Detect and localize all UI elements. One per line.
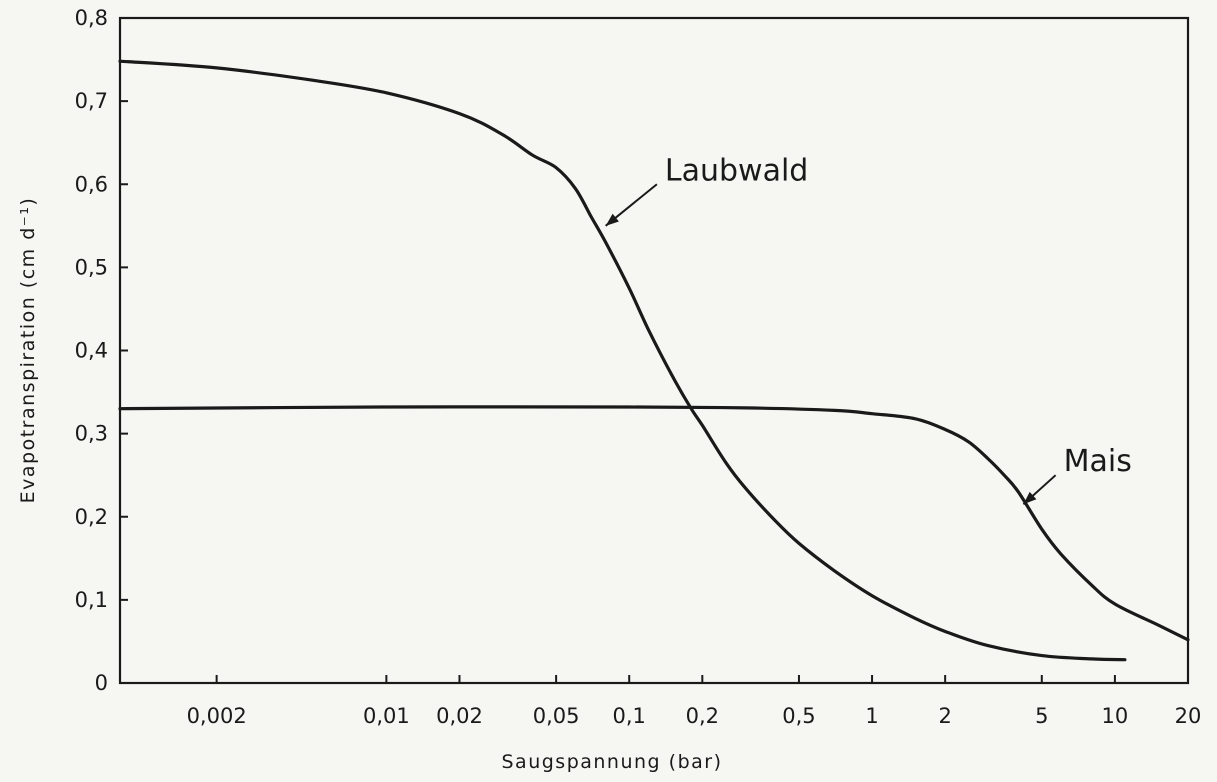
- x-tick-label: 0,01: [363, 704, 410, 728]
- y-tick-label: 0,2: [75, 505, 108, 529]
- y-tick-label: 0: [95, 671, 108, 695]
- x-tick-label: 0,05: [533, 704, 580, 728]
- series-curves: [118, 59, 1190, 662]
- x-tick-label: 0,02: [436, 704, 483, 728]
- series-label-laubwald: Laubwald: [665, 153, 808, 188]
- x-axis-title: Saugspannung (bar): [501, 751, 722, 773]
- series-line-laubwald: [118, 59, 1127, 662]
- x-axis-ticks: 0,002 0,01 0,02 0,05 0,1 0,2 0,5 1 2 5 10 20: [119, 675, 1202, 728]
- x-tick-label: 0,002: [187, 704, 247, 728]
- x-tick-label: 0,2: [686, 704, 719, 728]
- x-tick-label: 20: [1175, 704, 1202, 728]
- plot-frame: [118, 16, 1190, 685]
- series-labels: Laubwald Mais: [605, 153, 1132, 506]
- x-tick-label: 0,5: [782, 704, 815, 728]
- x-tick-label: 1: [865, 704, 878, 728]
- x-tick-label: 0,1: [613, 704, 646, 728]
- y-tick-label: 0,1: [75, 588, 108, 612]
- x-tick-label: 2: [938, 704, 951, 728]
- y-tick-label: 0,5: [75, 255, 108, 279]
- label-arrowhead-mais: [1023, 491, 1037, 505]
- series-label-mais: Mais: [1064, 444, 1132, 479]
- y-axis-ticks: 0 0,1 0,2 0,3 0,4 0,5 0,6 0,7 0,8: [75, 6, 128, 695]
- y-tick-label: 0,8: [75, 6, 108, 30]
- y-axis-title: Evapotranspiration (cm d⁻¹): [17, 197, 39, 504]
- label-arrowhead-laubwald: [605, 213, 619, 226]
- x-tick-label: 5: [1035, 704, 1048, 728]
- y-tick-label: 0,6: [75, 172, 108, 196]
- y-tick-label: 0,7: [75, 89, 108, 113]
- x-tick-label: 10: [1102, 704, 1129, 728]
- y-tick-label: 0,4: [75, 339, 108, 363]
- series-line-mais: [118, 405, 1190, 642]
- y-tick-label: 0,3: [75, 422, 108, 446]
